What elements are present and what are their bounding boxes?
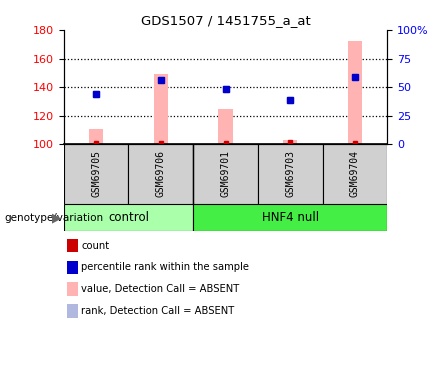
FancyBboxPatch shape: [258, 144, 323, 204]
Bar: [348, 42, 362, 144]
Text: ▶: ▶: [51, 212, 61, 225]
FancyBboxPatch shape: [128, 144, 193, 204]
Text: GSM69706: GSM69706: [156, 150, 166, 196]
Text: GSM69701: GSM69701: [220, 150, 231, 196]
Text: HNF4 null: HNF4 null: [262, 211, 319, 224]
Bar: [283, 140, 297, 144]
Bar: [218, 109, 233, 144]
FancyBboxPatch shape: [64, 144, 128, 204]
Text: genotype/variation: genotype/variation: [4, 213, 103, 223]
Text: control: control: [108, 211, 149, 224]
Text: GSM69705: GSM69705: [91, 150, 101, 196]
Text: GSM69704: GSM69704: [350, 150, 360, 196]
FancyBboxPatch shape: [193, 204, 387, 231]
Text: percentile rank within the sample: percentile rank within the sample: [81, 262, 249, 272]
Bar: [154, 74, 168, 144]
Bar: [89, 129, 103, 144]
Text: GSM69703: GSM69703: [285, 150, 295, 196]
Text: rank, Detection Call = ABSENT: rank, Detection Call = ABSENT: [81, 306, 235, 316]
Title: GDS1507 / 1451755_a_at: GDS1507 / 1451755_a_at: [141, 15, 310, 27]
FancyBboxPatch shape: [193, 144, 258, 204]
FancyBboxPatch shape: [323, 144, 387, 204]
Text: count: count: [81, 241, 110, 250]
Text: value, Detection Call = ABSENT: value, Detection Call = ABSENT: [81, 284, 240, 294]
FancyBboxPatch shape: [64, 204, 193, 231]
